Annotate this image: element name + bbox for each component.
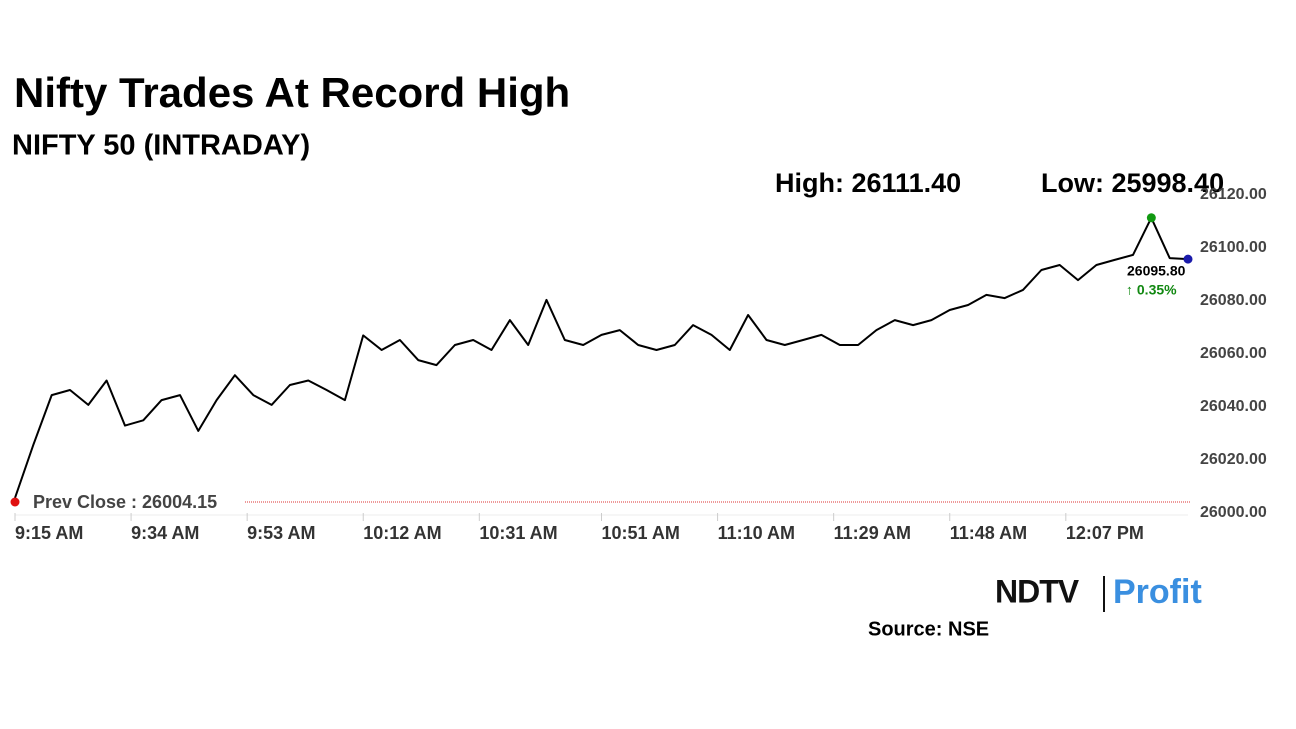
y-tick-label: 26040.00 (1200, 398, 1267, 415)
y-tick-label: 26060.00 (1200, 345, 1267, 362)
logo-brand: NDTV (995, 573, 1080, 609)
prev-close-label: Prev Close : 26004.15 (33, 492, 217, 512)
x-tick-label: 9:34 AM (131, 523, 199, 543)
y-tick-label: 26000.00 (1200, 504, 1267, 521)
last-value-label: 26095.80 (1127, 263, 1186, 279)
price-line (14, 216, 1189, 499)
change-label: ↑ 0.35% (1126, 282, 1177, 298)
chart-subtitle: NIFTY 50 (INTRADAY) (12, 130, 310, 162)
y-tick-label: 26020.00 (1200, 451, 1267, 468)
low-label: Low: 25998.40 (1041, 168, 1224, 198)
high-label: High: 26111.40 (775, 168, 961, 198)
x-tick-label: 11:48 AM (950, 523, 1027, 543)
last-dot (1183, 254, 1193, 264)
x-tick-label: 11:29 AM (834, 523, 911, 543)
y-tick-label: 26120.00 (1200, 186, 1267, 203)
x-tick-label: 10:31 AM (479, 523, 557, 543)
logo-product: Profit (1113, 573, 1202, 611)
x-tick-label: 10:51 AM (602, 523, 680, 543)
high-dot (1146, 213, 1156, 223)
y-tick-label: 26080.00 (1200, 292, 1267, 309)
prev-close-dot (10, 497, 20, 507)
x-tick-label: 9:15 AM (15, 523, 83, 543)
x-tick-label: 11:10 AM (718, 523, 795, 543)
y-tick-label: 26100.00 (1200, 239, 1267, 256)
source: Source: NSE (868, 618, 989, 640)
x-tick-label: 10:12 AM (363, 523, 441, 543)
chart-title: Nifty Trades At Record High (14, 69, 570, 116)
x-tick-label: 12:07 PM (1066, 523, 1144, 543)
x-tick-label: 9:53 AM (247, 523, 315, 543)
